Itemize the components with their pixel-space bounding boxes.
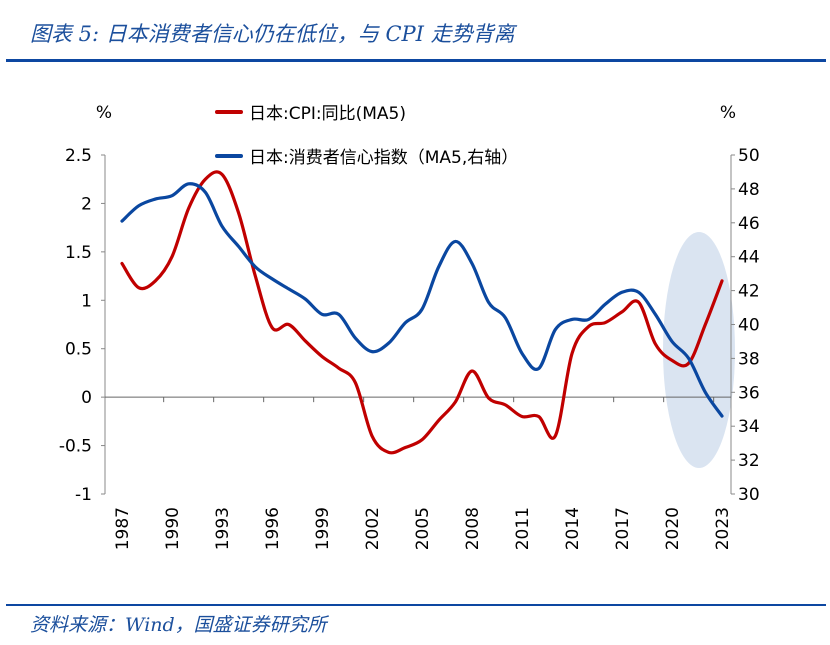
left-tick-label: 2.5 bbox=[65, 146, 92, 166]
right-tick-label: 34 bbox=[738, 417, 760, 437]
left-tick-label: 0 bbox=[81, 388, 92, 408]
legend-swatch-red bbox=[215, 109, 243, 114]
highlight-ellipse bbox=[663, 232, 735, 468]
confidence-line bbox=[120, 182, 724, 418]
figure-title: 图表 5: 日本消费者信心仍在低位，与 CPI 走势背离 bbox=[30, 22, 515, 46]
source-note: 资料来源：Wind，国盛证券研究所 bbox=[30, 614, 327, 636]
left-tick-label: 1.5 bbox=[65, 243, 92, 263]
right-tick-label: 50 bbox=[738, 146, 760, 166]
right-tick-label: 30 bbox=[738, 485, 760, 505]
legend-label: 日本:CPI:同比(MA5) bbox=[249, 104, 406, 124]
header-rule bbox=[6, 59, 826, 62]
left-tick-label: 0.5 bbox=[65, 340, 92, 360]
footer-rule bbox=[6, 604, 826, 606]
x-tick-label: 1987 bbox=[113, 507, 133, 550]
x-tick-label: 1999 bbox=[313, 507, 333, 550]
legend-label: 日本:消费者信心指数（MA5,右轴） bbox=[249, 148, 519, 168]
x-tick-label: 2014 bbox=[563, 507, 583, 550]
x-tick-label: 1990 bbox=[163, 507, 183, 550]
x-tick-label: 2020 bbox=[663, 507, 683, 550]
right-tick-label: 48 bbox=[738, 180, 760, 200]
legend-swatch-blue bbox=[215, 153, 243, 158]
right-tick-label: 36 bbox=[738, 383, 760, 403]
x-tick-label: 2005 bbox=[413, 507, 433, 550]
left-axis-unit: % bbox=[96, 103, 112, 123]
left-tick-label: 1 bbox=[81, 291, 92, 311]
right-tick-label: 38 bbox=[738, 349, 760, 369]
right-axis-unit: % bbox=[720, 103, 736, 123]
x-tick-label: 2008 bbox=[463, 507, 483, 550]
left-tick-label: -1 bbox=[75, 485, 92, 505]
legend-item-confidence: 日本:消费者信心指数（MA5,右轴） bbox=[215, 143, 518, 168]
right-tick-label: 44 bbox=[738, 248, 760, 268]
left-tick-label: 2 bbox=[81, 194, 92, 214]
x-tick-label: 2017 bbox=[613, 507, 633, 550]
x-tick-label: 1993 bbox=[213, 507, 233, 550]
left-tick-label: -0.5 bbox=[59, 437, 92, 457]
legend-item-cpi: 日本:CPI:同比(MA5) bbox=[215, 99, 406, 124]
x-tick-label: 2023 bbox=[713, 507, 733, 550]
right-tick-label: 40 bbox=[738, 316, 760, 336]
right-tick-label: 42 bbox=[738, 282, 760, 302]
right-tick-label: 32 bbox=[738, 451, 760, 471]
x-tick-label: 2011 bbox=[513, 507, 533, 550]
x-tick-label: 2002 bbox=[363, 507, 383, 550]
cpi-line bbox=[120, 170, 724, 455]
right-tick-label: 46 bbox=[738, 214, 760, 234]
x-tick-label: 1996 bbox=[263, 507, 283, 550]
